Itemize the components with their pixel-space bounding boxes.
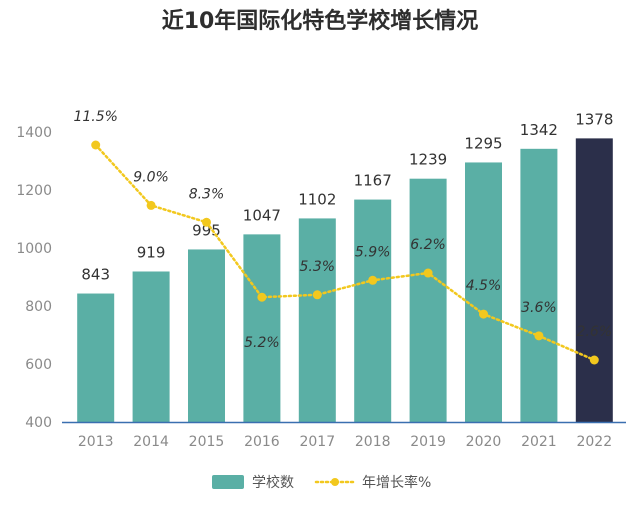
chart-title: 近10年国际化特色学校增长情况 (162, 8, 479, 34)
rate-value-label: 11.5% (73, 109, 117, 125)
bar (520, 148, 558, 422)
bar-value-label: 1378 (575, 110, 613, 128)
bar-value-label: 1295 (464, 134, 502, 152)
rate-point (589, 355, 599, 365)
rate-point (423, 268, 433, 278)
y-tick-label: 1200 (16, 183, 52, 199)
bars (77, 138, 613, 422)
legend-line-label: 年增长率% (362, 474, 431, 491)
rate-point (146, 200, 156, 210)
x-tick-label: 2014 (133, 434, 169, 450)
bar-value-label: 1167 (354, 172, 392, 190)
x-tick-label: 2019 (410, 434, 446, 450)
bar (188, 249, 225, 422)
rate-value-label: 4.5% (466, 278, 502, 294)
rate-value-label: 5.9% (355, 244, 391, 260)
x-tick-label: 2021 (521, 434, 557, 450)
rate-labels: 11.5% 9.0% 8.3% 5.2% 5.3% 5.9% 6.2% 4.5% 3.6% 2.6… (73, 109, 612, 351)
legend-bar-swatch (212, 475, 244, 489)
rate-value-label: 8.3% (189, 186, 225, 202)
y-tick-label: 400 (25, 415, 52, 431)
y-tick-label: 800 (25, 299, 52, 315)
bar (132, 271, 170, 422)
rate-value-label: 2.6% (577, 324, 613, 340)
bar-value-label: 1342 (520, 121, 558, 139)
bar (354, 199, 392, 422)
rate-line (91, 140, 599, 365)
x-axis: 2013 2014 2015 2016 2017 2018 2019 2020 2021 2022 (78, 434, 612, 450)
rate-point (479, 309, 488, 319)
bar (575, 138, 613, 422)
y-tick-label: 1000 (16, 241, 52, 257)
x-tick-label: 2015 (189, 434, 225, 450)
bar-value-label: 1047 (243, 206, 281, 224)
bar-value-label: 1102 (298, 190, 336, 208)
bar (298, 218, 336, 422)
bar-labels: 843 919 995 1047 1102 1167 1239 1295 1342 1378 (81, 110, 613, 283)
rate-series-line (94, 143, 596, 362)
bar (409, 178, 447, 422)
rate-value-label: 5.3% (300, 259, 336, 275)
rate-value-label: 6.2% (410, 237, 446, 253)
rate-value-label: 3.6% (521, 300, 557, 316)
legend-line-marker (331, 478, 339, 486)
bar-value-label: 995 (192, 221, 221, 239)
legend: 学校数 年增长率% (212, 474, 431, 491)
rate-point (312, 290, 322, 300)
x-tick-label: 2020 (466, 434, 502, 450)
y-tick-label: 600 (25, 357, 52, 373)
bar (77, 293, 115, 422)
rate-point (368, 275, 378, 285)
x-tick-label: 2017 (299, 434, 335, 450)
y-axis: 400 600 800 1000 1200 1400 (16, 125, 52, 431)
bar (243, 234, 281, 422)
rate-point (91, 140, 101, 150)
bar-value-label: 843 (81, 266, 110, 284)
x-tick-label: 2013 (78, 434, 114, 450)
x-tick-label: 2018 (355, 434, 391, 450)
bar-value-label: 1239 (409, 151, 447, 169)
rate-point (257, 292, 267, 302)
rate-point (202, 217, 211, 227)
y-tick-label: 1400 (16, 125, 52, 141)
rate-point (534, 331, 544, 341)
rate-value-label: 9.0% (133, 169, 169, 185)
x-tick-label: 2022 (576, 434, 612, 450)
rate-value-label: 5.2% (244, 335, 280, 351)
legend-bar-label: 学校数 (252, 474, 294, 491)
bar (465, 162, 502, 422)
x-tick-label: 2016 (244, 434, 280, 450)
bar-value-label: 919 (137, 243, 166, 261)
